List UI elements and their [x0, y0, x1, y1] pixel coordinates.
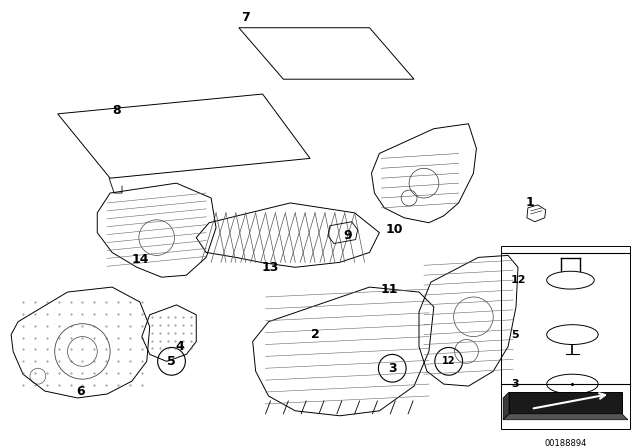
- Text: 5: 5: [167, 355, 176, 368]
- Text: 00188894: 00188894: [545, 439, 587, 448]
- Text: 12: 12: [511, 275, 527, 285]
- Text: 7: 7: [241, 11, 250, 24]
- Text: 14: 14: [131, 253, 148, 266]
- Polygon shape: [503, 392, 509, 420]
- Text: 6: 6: [76, 384, 84, 397]
- Text: 2: 2: [310, 328, 319, 341]
- Text: 12: 12: [442, 356, 456, 366]
- Text: 5: 5: [511, 330, 518, 340]
- Text: 8: 8: [113, 104, 122, 117]
- Text: 9: 9: [344, 229, 352, 242]
- Text: 1: 1: [525, 196, 534, 210]
- Text: 11: 11: [381, 283, 398, 296]
- Text: 3: 3: [511, 379, 518, 389]
- Text: 13: 13: [262, 261, 279, 274]
- Polygon shape: [503, 414, 628, 420]
- Text: 10: 10: [385, 223, 403, 236]
- Polygon shape: [509, 392, 622, 414]
- Text: 3: 3: [388, 362, 397, 375]
- Text: 4: 4: [175, 340, 184, 353]
